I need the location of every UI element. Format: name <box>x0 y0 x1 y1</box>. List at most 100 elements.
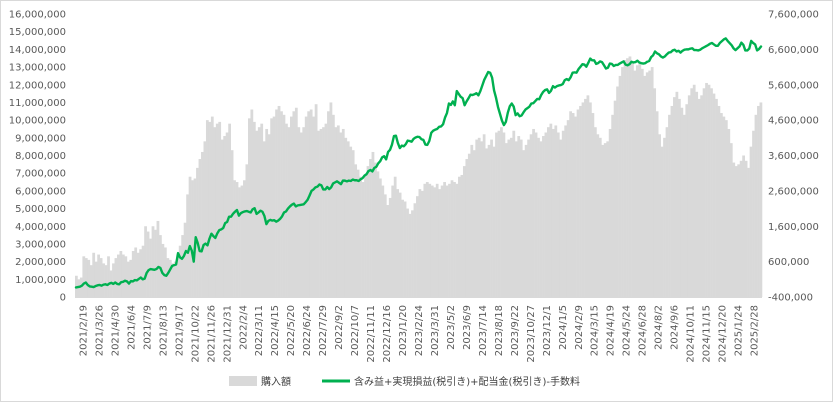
bar <box>579 105 582 297</box>
x-tick-label: 2025/1/24 <box>734 305 745 356</box>
bar <box>322 127 325 297</box>
x-tick-label: 2025/2/28 <box>750 305 761 356</box>
bar <box>166 258 170 297</box>
bar <box>371 151 375 297</box>
bar <box>361 182 365 297</box>
left-tick-label: 2,000,000 <box>15 257 66 268</box>
left-tick-label: 16,000,000 <box>9 10 66 21</box>
bar <box>677 98 681 298</box>
bar <box>682 114 686 297</box>
bar <box>341 128 345 297</box>
bar <box>539 141 543 297</box>
x-tick-label: 2021/8/13 <box>158 305 169 356</box>
bar <box>566 120 570 298</box>
bar <box>631 63 634 297</box>
bar <box>554 125 558 298</box>
bar <box>327 111 330 297</box>
x-tick-label: 2024/2/9 <box>574 305 585 350</box>
bar <box>559 139 563 297</box>
bar <box>574 116 577 297</box>
bar <box>188 176 192 297</box>
bar <box>480 141 484 297</box>
bar <box>477 137 481 297</box>
bar <box>450 180 454 297</box>
bar <box>309 109 313 297</box>
bar <box>596 134 600 297</box>
bar <box>186 194 189 297</box>
bar <box>213 127 217 297</box>
bar <box>660 146 664 297</box>
bar <box>191 180 194 297</box>
bar <box>168 259 172 297</box>
bar <box>87 259 91 297</box>
bar <box>603 143 607 297</box>
bar <box>504 143 508 297</box>
bar <box>272 116 276 297</box>
bar <box>196 167 199 297</box>
bar <box>685 104 689 298</box>
x-tick-label: 2023/9/22 <box>510 305 521 356</box>
bar <box>178 245 182 297</box>
bar <box>344 137 348 297</box>
bar <box>267 134 271 297</box>
bar <box>601 144 605 297</box>
bar <box>144 226 147 297</box>
x-axis-ticks: 2021/2/19 2021/3/26 2021/4/30 2021/6/4 2021/… <box>79 305 761 363</box>
x-tick-label: 2021/9/17 <box>174 305 185 356</box>
bar <box>329 102 333 297</box>
x-tick-label: 2024/9/6 <box>670 305 681 350</box>
bar <box>349 146 353 297</box>
bar <box>458 176 461 297</box>
bar <box>462 166 466 297</box>
bar <box>589 102 592 297</box>
bar <box>460 174 464 297</box>
legend-label-bar: 購入額 <box>261 375 291 388</box>
legend-swatch-bar <box>229 376 257 386</box>
bar <box>752 130 755 297</box>
bar <box>485 148 488 297</box>
bar <box>593 127 597 297</box>
left-tick-label: 0 <box>60 293 66 304</box>
bar <box>757 105 760 297</box>
right-tick-label: 1,600,000 <box>768 222 819 233</box>
x-tick-label: 2024/11/15 <box>702 305 713 363</box>
bar <box>156 220 160 297</box>
bar <box>519 139 523 297</box>
bar <box>655 111 659 297</box>
right-axis-ticks: -400,000 600,000 1,600,000 2,600,000 3,600,0… <box>768 10 819 304</box>
bar <box>201 151 204 297</box>
bar <box>608 128 612 297</box>
bar <box>621 67 624 297</box>
bar <box>569 111 573 297</box>
bar <box>351 150 355 297</box>
bar <box>304 116 308 297</box>
right-tick-label: 4,600,000 <box>768 116 819 127</box>
x-tick-label: 2021/3/26 <box>94 305 105 356</box>
left-tick-label: 9,000,000 <box>15 133 66 144</box>
bar <box>440 185 444 297</box>
bar <box>203 141 207 297</box>
bar <box>223 136 227 297</box>
x-tick-label: 2024/6/28 <box>638 305 649 356</box>
x-tick-label: 2022/2/4 <box>238 305 249 350</box>
x-tick-label: 2022/6/24 <box>302 305 313 356</box>
left-tick-label: 8,000,000 <box>15 151 66 162</box>
bar <box>317 130 320 297</box>
bar <box>287 127 291 297</box>
right-tick-label: 6,600,000 <box>768 45 819 56</box>
bar <box>715 98 718 298</box>
bar <box>339 132 343 297</box>
bar <box>94 261 98 298</box>
bar <box>724 120 728 298</box>
left-tick-label: 14,000,000 <box>9 45 66 56</box>
bar <box>645 72 649 298</box>
bar <box>171 263 175 297</box>
bar <box>650 67 654 297</box>
bar <box>151 226 155 297</box>
bar <box>411 210 414 297</box>
bar <box>314 104 318 298</box>
x-tick-label: 2023/7/14 <box>478 305 489 356</box>
bar <box>487 144 491 297</box>
bar <box>84 258 88 297</box>
